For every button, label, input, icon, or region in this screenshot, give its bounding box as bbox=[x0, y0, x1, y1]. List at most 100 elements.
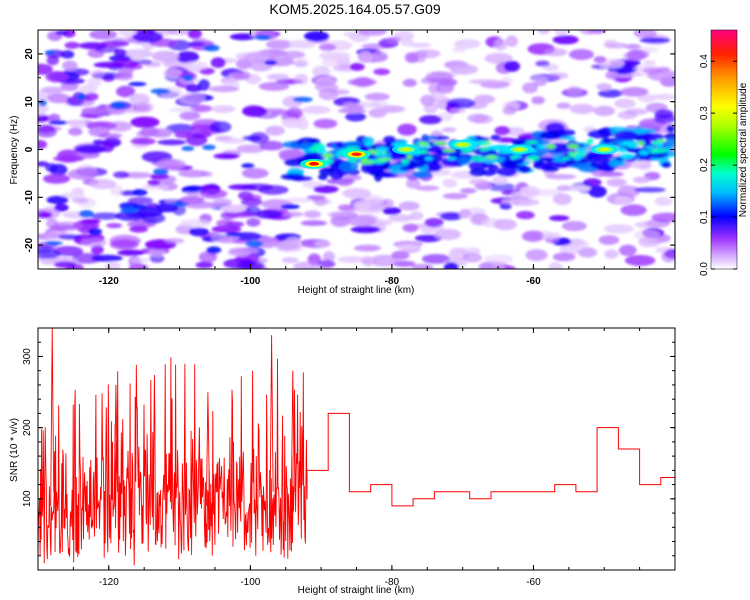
heatmap-cell bbox=[322, 153, 334, 159]
heatmap-cell bbox=[292, 96, 313, 103]
heatmap-cell bbox=[361, 255, 375, 267]
heatmap-cell bbox=[149, 173, 170, 180]
heatmap-cell bbox=[54, 203, 69, 212]
heatmap-cell bbox=[71, 197, 89, 204]
heatmap-cell bbox=[396, 244, 420, 251]
heatmap-cell bbox=[371, 100, 388, 109]
heatmap-cell bbox=[624, 255, 656, 266]
heatmap-cell bbox=[531, 96, 546, 105]
heatmap-cell bbox=[387, 36, 401, 43]
heatmap-cell bbox=[556, 102, 571, 109]
heatmap-cell bbox=[502, 106, 517, 115]
heatmap-cell bbox=[210, 57, 226, 68]
heatmap-cell bbox=[552, 252, 576, 262]
heatmap-cell bbox=[408, 42, 432, 48]
heatmap-cell bbox=[312, 65, 331, 78]
heatmap-cell bbox=[90, 212, 121, 220]
heatmap-cell bbox=[587, 138, 594, 145]
heatmap-cell bbox=[638, 150, 649, 156]
heatmap-cell bbox=[265, 125, 285, 136]
heatmap-cell bbox=[38, 125, 57, 138]
heatmap-cell bbox=[38, 63, 53, 75]
snr-xtick-label: -120 bbox=[99, 577, 119, 588]
heatmap-cell bbox=[242, 106, 268, 117]
heatmap-cell bbox=[535, 60, 550, 67]
snr-axes: -120 -100 -80 -60 100 200 300 bbox=[22, 327, 676, 588]
heatmap-cell bbox=[71, 252, 103, 264]
heatmap-cell bbox=[286, 107, 303, 119]
heatmap-cell bbox=[44, 50, 56, 55]
heatmap-peak-core bbox=[514, 147, 525, 152]
heatmap-cell bbox=[448, 247, 463, 260]
heatmap-peak bbox=[300, 158, 329, 169]
heatmap-cell bbox=[100, 40, 130, 47]
heatmap-cell bbox=[78, 85, 98, 93]
heatmap-cell bbox=[620, 87, 649, 97]
heatmap-cell bbox=[120, 207, 138, 214]
heatmap-cell bbox=[118, 30, 138, 36]
heatmap-cell bbox=[347, 214, 377, 227]
heatmap-cell bbox=[643, 67, 663, 74]
heatmap-cell bbox=[490, 134, 501, 141]
heatmap-cell bbox=[569, 103, 595, 114]
heatmap-cell bbox=[55, 30, 69, 36]
heatmap-cell bbox=[634, 187, 666, 193]
heatmap-cell bbox=[242, 135, 262, 141]
heatmap-cell bbox=[48, 113, 61, 123]
snr-peak bbox=[50, 328, 55, 506]
heatmap-cell bbox=[364, 141, 373, 147]
heatmap-ytick-label: -20 bbox=[24, 237, 35, 252]
heatmap-cell bbox=[130, 116, 160, 128]
heatmap-cell bbox=[359, 160, 375, 165]
heatmap-cell bbox=[300, 220, 328, 226]
heatmap-cell bbox=[76, 93, 87, 101]
heatmap-cell bbox=[421, 254, 451, 264]
heatmap-cell bbox=[446, 98, 476, 109]
heatmap-cell bbox=[401, 159, 410, 165]
heatmap-cell bbox=[176, 51, 200, 63]
heatmap-cell bbox=[439, 212, 463, 221]
heatmap-cell bbox=[449, 64, 478, 75]
heatmap-cell bbox=[90, 70, 105, 79]
heatmap-cell bbox=[617, 185, 641, 198]
heatmap-cell bbox=[567, 85, 582, 95]
heatmap-cell bbox=[211, 105, 236, 114]
heatmap-cell bbox=[412, 171, 432, 179]
heatmap-cell bbox=[190, 104, 213, 113]
heatmap-cell bbox=[358, 30, 387, 36]
heatmap-cell bbox=[434, 228, 462, 241]
heatmap-cell bbox=[406, 153, 413, 160]
heatmap-cell bbox=[492, 263, 506, 269]
heatmap-cell bbox=[302, 105, 331, 114]
heatmap-cell bbox=[588, 185, 607, 198]
heatmap-cell bbox=[130, 257, 151, 264]
heatmap-cell bbox=[505, 127, 526, 137]
heatmap-cell bbox=[241, 197, 263, 207]
heatmap-cell bbox=[525, 140, 539, 145]
heatmap-cell bbox=[229, 247, 259, 255]
heatmap-cell bbox=[314, 82, 339, 92]
heatmap-ytick-label: -10 bbox=[24, 190, 35, 205]
heatmap-cell bbox=[80, 238, 107, 247]
heatmap-cell bbox=[614, 195, 633, 205]
heatmap-cell bbox=[68, 127, 83, 136]
heatmap-cell bbox=[494, 38, 508, 51]
heatmap-cell bbox=[258, 81, 290, 91]
heatmap-cell bbox=[443, 262, 459, 269]
heatmap-cell bbox=[559, 136, 577, 141]
heatmap-cell bbox=[157, 139, 187, 146]
heatmap-cell bbox=[342, 141, 364, 147]
heatmap-cell bbox=[656, 142, 664, 148]
colorbar-label: Normalized spectral amplitude bbox=[738, 82, 749, 217]
heatmap-cell bbox=[46, 195, 69, 205]
heatmap-cell bbox=[480, 147, 490, 152]
heatmap-cell bbox=[618, 244, 637, 256]
heatmap-cell bbox=[174, 130, 194, 139]
snr-step-line bbox=[306, 412, 675, 507]
heatmap-cell bbox=[282, 211, 304, 218]
heatmap-cell bbox=[183, 186, 201, 193]
heatmap-cell bbox=[140, 126, 159, 137]
heatmap-cell bbox=[614, 98, 636, 109]
heatmap-cell bbox=[130, 137, 156, 145]
heatmap-cell bbox=[400, 36, 414, 47]
